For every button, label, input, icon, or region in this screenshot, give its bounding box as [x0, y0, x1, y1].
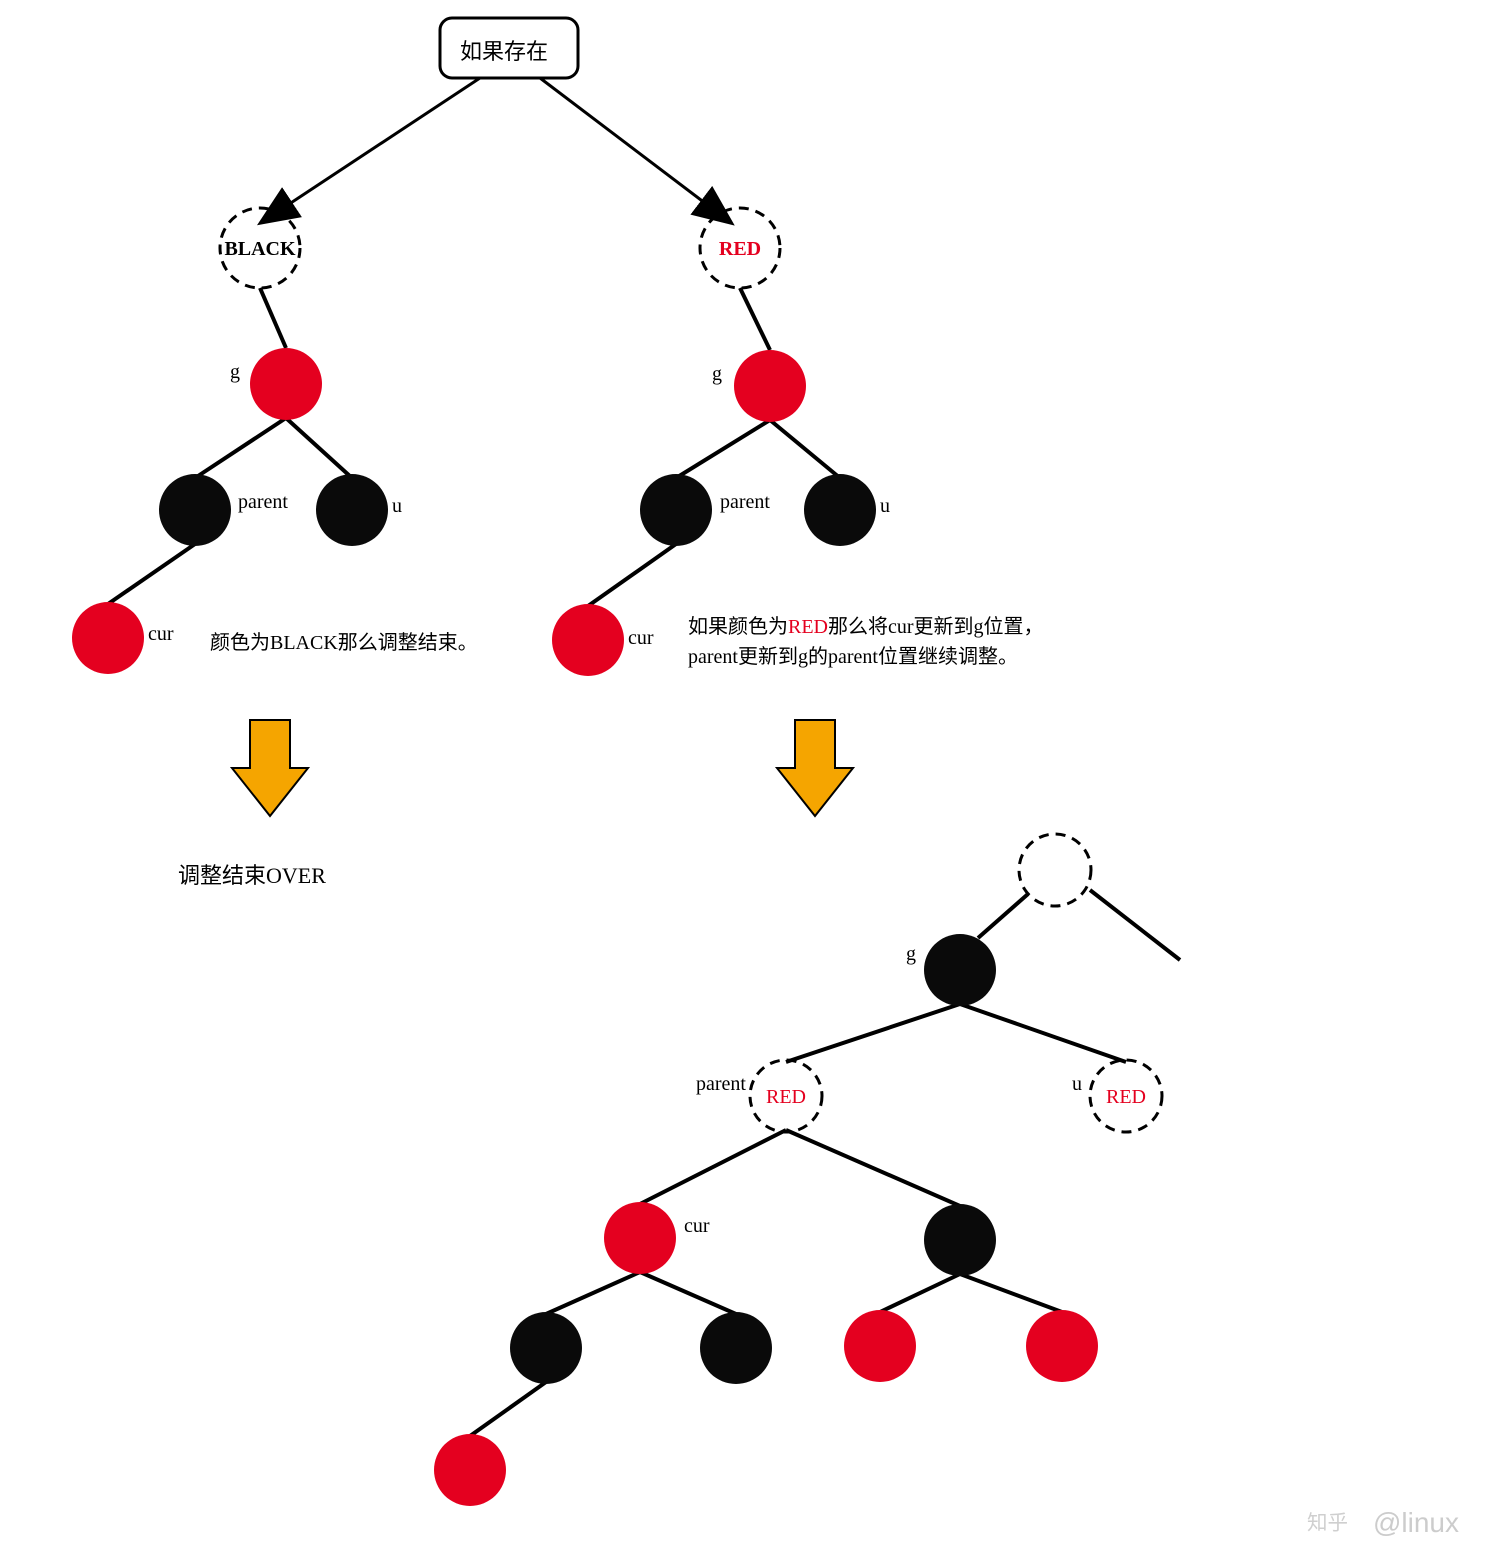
diagram-svg: BLACK g parent u cur RED g parent u cur RED RED g par… [0, 0, 1489, 1559]
watermark: 知乎 @linux [1307, 1507, 1459, 1539]
left-caption: 颜色为BLACK那么调整结束。 [210, 626, 478, 655]
svg-text:RED: RED [1106, 1086, 1146, 1108]
svg-text:g: g [230, 361, 240, 383]
svg-text:cur: cur [628, 627, 654, 649]
svg-text:cur: cur [148, 623, 174, 645]
right-caption-2: parent更新到g的parent位置继续调整。 [688, 640, 1018, 669]
svg-text:g: g [712, 363, 722, 385]
svg-text:cur: cur [684, 1215, 710, 1237]
zhihu-logo-icon: 知乎 [1307, 1509, 1363, 1537]
svg-text:u: u [392, 495, 402, 517]
svg-text:知乎: 知乎 [1307, 1512, 1348, 1535]
svg-text:u: u [880, 495, 890, 517]
svg-text:RED: RED [766, 1086, 806, 1108]
svg-text:BLACK: BLACK [224, 238, 296, 260]
svg-text:parent: parent [696, 1073, 746, 1095]
right-caption-1: 如果颜色为RED那么将cur更新到g位置， [688, 610, 1044, 639]
diagram-root: BLACK g parent u cur RED g parent u cur RED RED g par… [0, 0, 1489, 1559]
svg-text:parent: parent [238, 491, 288, 513]
left-result: 调整结束OVER [178, 858, 326, 890]
svg-text:parent: parent [720, 491, 770, 513]
svg-text:u: u [1072, 1073, 1082, 1095]
svg-text:g: g [906, 943, 916, 965]
svg-text:RED: RED [719, 238, 761, 260]
root-box-label: 如果存在 [460, 34, 548, 66]
